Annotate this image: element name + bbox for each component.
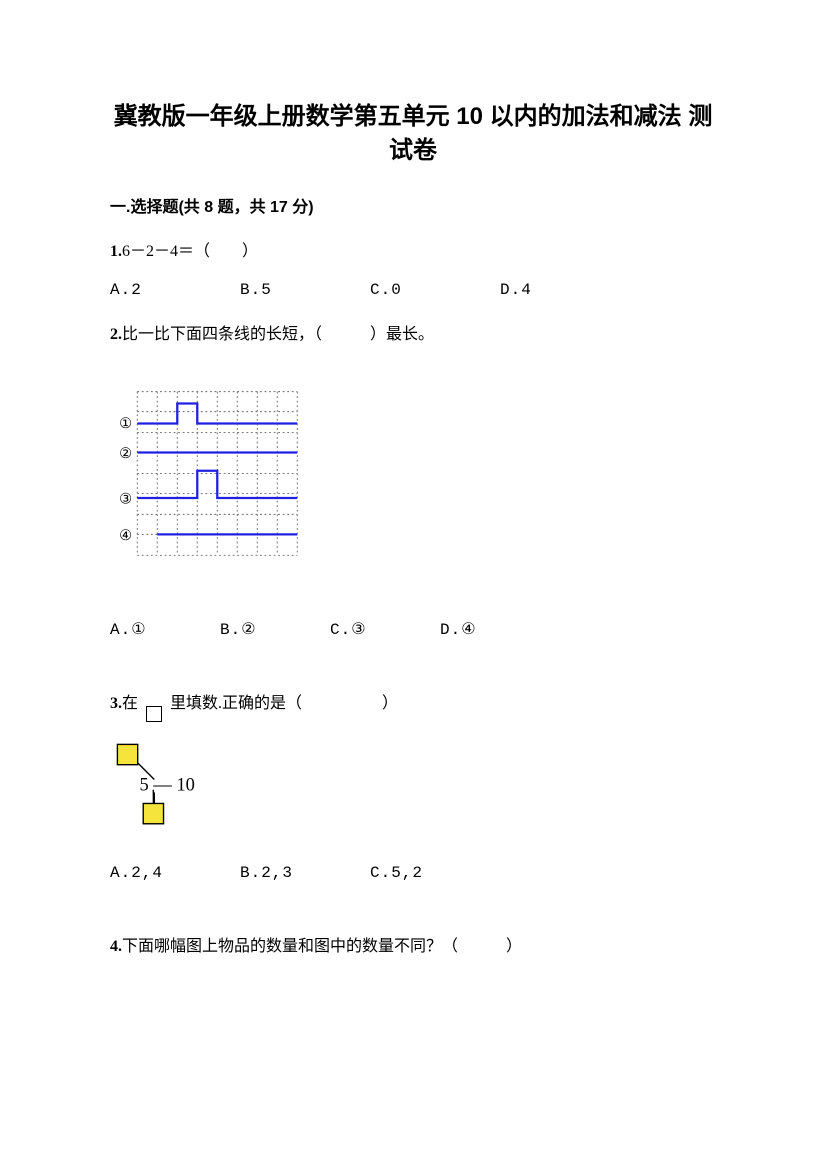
q3-options: A.2,4 B.2,3 C.5,2 — [110, 861, 716, 887]
q2-label-2: ② — [119, 446, 132, 462]
q4-text: 4.下面哪幅图上物品的数量和图中的数量不同？（ ） — [110, 934, 716, 960]
q3-before: 在 — [122, 695, 138, 712]
q3-num: 3. — [110, 695, 122, 712]
question-1: 1.6－2－4＝（ ） A.2 B.5 C.0 D.4 — [110, 239, 716, 304]
q4-num: 4. — [110, 938, 122, 955]
q3-text: 3.在 里填数.正确的是（ ） — [110, 691, 716, 717]
bottom-box-icon — [143, 803, 163, 823]
q2-label-4: ④ — [119, 527, 132, 543]
q2-optA: A.① — [110, 618, 220, 644]
q2-optC: C.③ — [330, 618, 440, 644]
q2-options: A.① B.② C.③ D.④ — [110, 618, 716, 644]
q3-figure: 5 — 10 — [110, 735, 230, 835]
q2-label-3: ③ — [119, 491, 132, 507]
q2-figure: ① ② ③ ④ — [110, 378, 310, 578]
q1-num: 1. — [110, 243, 122, 260]
q1-body: 6－2－4＝（ ） — [122, 243, 258, 260]
q1-options: A.2 B.5 C.0 D.4 — [110, 278, 716, 304]
q1-optD: D.4 — [500, 278, 630, 304]
q4-body: 下面哪幅图上物品的数量和图中的数量不同？（ ） — [122, 938, 522, 955]
q2-body: 比一比下面四条线的长短，（ ）最长。 — [122, 326, 434, 343]
blank-box-icon — [146, 706, 162, 722]
top-box-icon — [117, 744, 137, 764]
q3-optC: C.5,2 — [370, 861, 500, 887]
question-4: 4.下面哪幅图上物品的数量和图中的数量不同？（ ） — [110, 934, 716, 960]
q2-label-1: ① — [119, 416, 132, 432]
q2-num: 2. — [110, 326, 122, 343]
q3-expr: 5 — 10 — [140, 774, 195, 794]
question-2: 2.比一比下面四条线的长短，（ ）最长。 — [110, 322, 716, 643]
q3-optA: A.2,4 — [110, 861, 240, 887]
q1-text: 1.6－2－4＝（ ） — [110, 239, 716, 265]
q3-optB: B.2,3 — [240, 861, 370, 887]
q3-svg: 5 — 10 — [110, 735, 230, 835]
q1-optC: C.0 — [370, 278, 500, 304]
q1-optA: A.2 — [110, 278, 240, 304]
q2-optD: D.④ — [440, 618, 550, 644]
q1-optB: B.5 — [240, 278, 370, 304]
q2-optB: B.② — [220, 618, 330, 644]
section-header: 一.选择题(共 8 题，共 17 分) — [110, 195, 716, 221]
q3-after: 里填数.正确的是（ ） — [170, 695, 398, 712]
q2-text: 2.比一比下面四条线的长短，（ ）最长。 — [110, 322, 716, 348]
q2-svg: ① ② ③ ④ — [110, 378, 310, 578]
page-title: 冀教版一年级上册数学第五单元 10 以内的加法和减法 测试卷 — [110, 100, 716, 167]
question-3: 3.在 里填数.正确的是（ ） 5 — 10 A.2,4 B.2,3 C.5,2 — [110, 691, 716, 886]
